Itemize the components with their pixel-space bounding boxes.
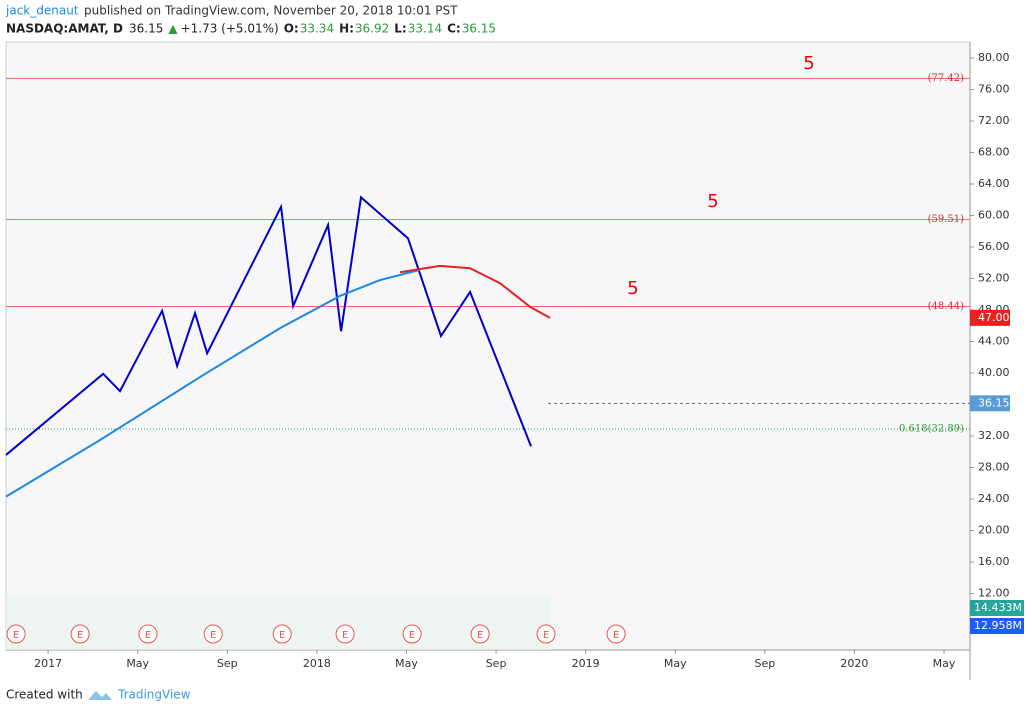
y-tick-label: 40.00 <box>978 366 1010 379</box>
x-tick-label: 2020 <box>840 657 868 670</box>
ohlc-value: 33.34 <box>300 22 334 36</box>
ohlc-key: H: <box>339 22 354 36</box>
earnings-label: E <box>342 630 348 641</box>
ohlc-key: C: <box>447 22 461 36</box>
earnings-label: E <box>210 630 216 641</box>
y-tick-label: 72.00 <box>978 114 1010 127</box>
level-label: (77.42) <box>928 73 965 84</box>
price-tag-label: 36.15 <box>978 396 1010 409</box>
earnings-label: E <box>145 630 151 641</box>
earnings-marker <box>606 624 626 644</box>
earnings-label: E <box>477 630 483 641</box>
earnings-marker <box>138 624 158 644</box>
price-tag <box>970 395 1010 412</box>
y-tick-label: 32.00 <box>978 429 1010 442</box>
ohlc-value: 36.92 <box>355 22 389 36</box>
earnings-marker <box>70 624 90 644</box>
y-tick-label: 56.00 <box>978 240 1010 253</box>
x-tick-label: Sep <box>754 657 775 670</box>
change: +1.73 (+5.01%) <box>181 22 279 36</box>
earnings-marker <box>470 624 490 644</box>
volume-tag-label: 14.433M <box>974 601 1022 614</box>
ohlc-value: 36.15 <box>462 22 496 36</box>
volume-tag <box>970 618 1024 634</box>
fib-label: 0.618(32.89) <box>899 424 964 435</box>
plot-area <box>5 41 971 651</box>
brand[interactable]: TradingView <box>117 688 191 702</box>
earnings-marker <box>203 624 223 644</box>
x-tick-label: 2018 <box>303 657 331 670</box>
earnings-marker <box>536 624 556 644</box>
ma-tag-label: 47.00 <box>978 311 1010 324</box>
level-label: (59.51) <box>928 214 965 225</box>
earnings-marker <box>402 624 422 644</box>
last-price: 36.15 <box>129 22 163 36</box>
published: published on TradingView.com, November 2… <box>84 4 458 18</box>
x-tick-label: 2017 <box>34 657 62 670</box>
series-line <box>399 264 551 319</box>
earnings-marker <box>6 624 26 644</box>
change-arrow: ▲ <box>168 22 178 36</box>
y-tick-label: 20.00 <box>978 524 1010 537</box>
level-label: (48.44) <box>928 301 965 312</box>
symbol-line: NASDAQ:AMAT, D 36.15 ▲ +1.73 (+5.01%) O: 33.3… <box>6 22 496 36</box>
x-tick-label: May <box>126 657 149 670</box>
x-tick-label: May <box>933 657 956 670</box>
y-tick-label: 28.00 <box>978 461 1010 474</box>
earnings-marker <box>335 624 355 644</box>
earnings-label: E <box>13 630 19 641</box>
series-line <box>5 268 421 498</box>
y-tick-label: 12.00 <box>978 587 1010 600</box>
y-tick-label: 52.00 <box>978 272 1010 285</box>
volume-tag-label: 12.958M <box>974 619 1022 632</box>
x-tick-label: May <box>395 657 418 670</box>
y-tick-label: 44.00 <box>978 335 1010 348</box>
y-tick-label: 24.00 <box>978 492 1010 505</box>
x-tick-label: 2019 <box>572 657 600 670</box>
ohlc-value: 33.14 <box>408 22 442 36</box>
annotation: 5 <box>627 278 638 299</box>
y-tick-label: 80.00 <box>978 51 1010 64</box>
annotation: 5 <box>707 191 718 212</box>
volume-tag <box>970 600 1024 616</box>
x-tick-label: May <box>664 657 687 670</box>
y-tick-label: 68.00 <box>978 145 1010 158</box>
series-line <box>5 195 532 456</box>
brand-logo <box>88 691 112 700</box>
x-tick-label: Sep <box>486 657 507 670</box>
x-tick-label: Sep <box>217 657 238 670</box>
author[interactable]: jack_denaut <box>5 4 79 18</box>
earnings-label: E <box>613 630 619 641</box>
earnings-label: E <box>77 630 83 641</box>
y-tick-label: 60.00 <box>978 209 1010 222</box>
y-tick-label: 76.00 <box>978 82 1010 95</box>
earnings-marker <box>272 624 292 644</box>
y-tick-label: 64.00 <box>978 177 1010 190</box>
ohlc-key: L: <box>394 22 406 36</box>
earnings-label: E <box>279 630 285 641</box>
earnings-label: E <box>543 630 549 641</box>
earnings-label: E <box>409 630 415 641</box>
symbol: NASDAQ:AMAT, D <box>6 22 123 36</box>
ohlc-key: O: <box>284 22 299 36</box>
annotation: 5 <box>803 53 814 74</box>
y-tick-label: 16.00 <box>978 555 1010 568</box>
footer: Created with <box>6 688 83 702</box>
ma-tag <box>970 309 1010 326</box>
